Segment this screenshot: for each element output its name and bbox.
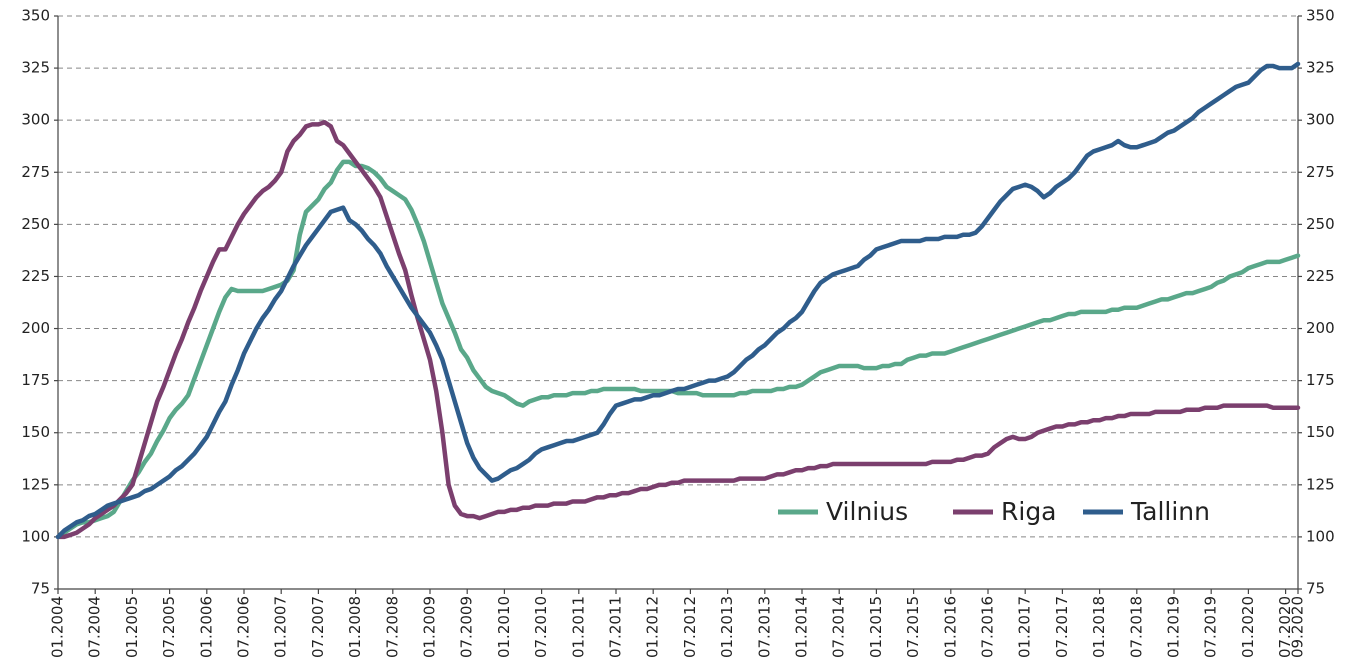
y-tick-label: 325	[21, 59, 50, 77]
x-tick-label: 07.2020	[1276, 596, 1294, 658]
y2-tick-label: 150	[1306, 423, 1335, 441]
y-tick-label: 150	[21, 423, 50, 441]
y2-tick-label: 250	[1306, 215, 1335, 233]
y2-tick-label: 350	[1306, 7, 1335, 25]
y2-tick-label: 100	[1306, 527, 1335, 545]
x-tick-label: 01.2015	[867, 596, 885, 658]
x-tick-label: 01.2013	[718, 596, 736, 658]
y2-tick-label: 75	[1306, 580, 1325, 598]
y2-tick-label: 125	[1306, 475, 1335, 493]
legend-label: Vilnius	[826, 497, 908, 526]
x-tick-label: 07.2017	[1053, 596, 1071, 658]
y2-tick-label: 200	[1306, 319, 1335, 337]
x-tick-label: 07.2010	[532, 596, 550, 658]
series-line	[55, 61, 1301, 540]
y-tick-label: 300	[21, 111, 50, 129]
x-tick-label: 07.2005	[160, 596, 178, 658]
y-tick-label: 250	[21, 215, 50, 233]
series-line	[55, 120, 1301, 540]
x-tick-label: 01.2009	[421, 596, 439, 658]
legend-label: Riga	[1001, 497, 1057, 526]
y2-tick-label: 300	[1306, 111, 1335, 129]
x-tick-label: 07.2008	[383, 596, 401, 658]
x-tick-label: 01.2005	[123, 596, 141, 658]
y-tick-label: 125	[21, 475, 50, 493]
legend-label: Tallinn	[1130, 497, 1210, 526]
x-tick-label: 07.2018	[1127, 596, 1145, 658]
y-tick-label: 100	[21, 527, 50, 545]
y-tick-label: 175	[21, 371, 50, 389]
x-tick-label: 01.2020	[1239, 596, 1257, 658]
x-tick-label: 07.2013	[755, 596, 773, 658]
y-tick-label: 200	[21, 319, 50, 337]
x-tick-label: 01.2007	[272, 596, 290, 658]
series-line	[55, 159, 1301, 540]
x-tick-label: 01.2014	[793, 596, 811, 658]
x-tick-label: 01.2008	[346, 596, 364, 658]
x-tick-label: 09.2020	[1289, 596, 1307, 658]
y-tick-label: 350	[21, 7, 50, 25]
x-tick-label: 01.2011	[569, 596, 587, 658]
x-tick-label: 01.2017	[1016, 596, 1034, 658]
x-tick-label: 07.2019	[1202, 596, 1220, 658]
x-tick-label: 01.2010	[495, 596, 513, 658]
y2-tick-label: 225	[1306, 267, 1335, 285]
x-tick-label: 07.2015	[904, 596, 922, 658]
x-tick-label: 01.2012	[644, 596, 662, 658]
x-tick-label: 07.2004	[86, 596, 104, 658]
x-tick-label: 01.2004	[49, 596, 67, 658]
x-tick-label: 07.2006	[235, 596, 253, 658]
x-tick-label: 01.2006	[197, 596, 215, 658]
y-tick-label: 225	[21, 267, 50, 285]
x-tick-label: 01.2019	[1165, 596, 1183, 658]
y-tick-label: 275	[21, 163, 50, 181]
x-tick-label: 07.2012	[681, 596, 699, 658]
x-tick-label: 01.2018	[1090, 596, 1108, 658]
x-tick-label: 07.2016	[979, 596, 997, 658]
y2-tick-label: 175	[1306, 371, 1335, 389]
x-tick-label: 07.2014	[830, 596, 848, 658]
x-tick-label: 01.2016	[941, 596, 959, 658]
x-tick-label: 07.2007	[309, 596, 327, 658]
y-tick-label: 75	[31, 580, 50, 598]
x-tick-label: 07.2011	[607, 596, 625, 658]
y2-tick-label: 325	[1306, 59, 1335, 77]
x-tick-label: 07.2009	[458, 596, 476, 658]
y2-tick-label: 275	[1306, 163, 1335, 181]
